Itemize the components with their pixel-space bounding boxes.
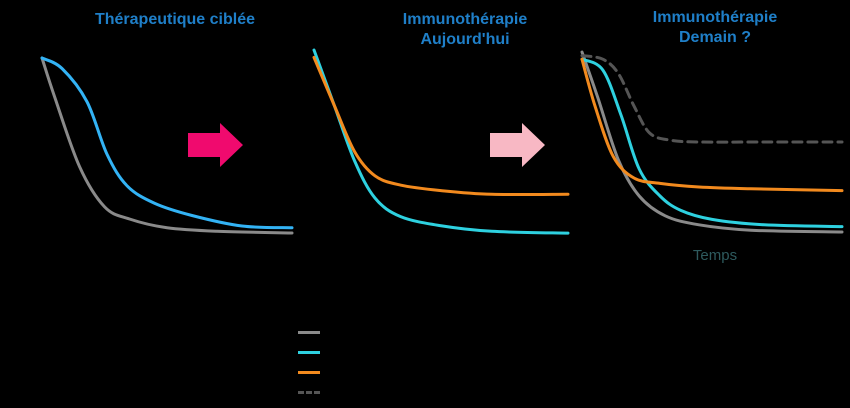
panel-title-line: Immunothérapie (402, 11, 528, 28)
panel-title-line: Aujourd'hui (420, 31, 510, 48)
panel-title-targeted-therapy: Thérapeutique ciblée (40, 10, 310, 30)
legend-item (298, 362, 320, 382)
legend-item (298, 382, 320, 402)
legend-swatch-cyan (298, 350, 320, 354)
series-line-panel3-1 (580, 50, 844, 234)
series-line-panel2-2 (312, 55, 570, 197)
series-line-panel1-1 (40, 56, 294, 235)
legend-item (298, 342, 320, 362)
legend-swatch-gray (298, 330, 320, 334)
series-line-panel3-4 (580, 54, 844, 144)
panel-title-immunotherapy-today: Immunothérapie Aujourd'hui (330, 10, 600, 50)
legend-swatch-dashed (298, 390, 320, 394)
arrow-right-icon (490, 123, 545, 167)
panel-title-line: Immunothérapie (652, 9, 778, 26)
x-axis-label: Temps (692, 247, 738, 264)
series-line-panel3-2 (580, 57, 844, 229)
series-line-panel3-3 (580, 57, 844, 193)
legend (298, 322, 320, 402)
arrow-right-icon (188, 123, 243, 167)
series-line-panel1-2 (40, 56, 294, 230)
panel-title-immunotherapy-tomorrow: Immunothérapie Demain ? (600, 8, 830, 48)
legend-item (298, 322, 320, 342)
panel-title-line: Demain ? (678, 29, 751, 46)
legend-swatch-orange (298, 370, 320, 374)
panel-title-line: Thérapeutique ciblée (94, 11, 256, 28)
